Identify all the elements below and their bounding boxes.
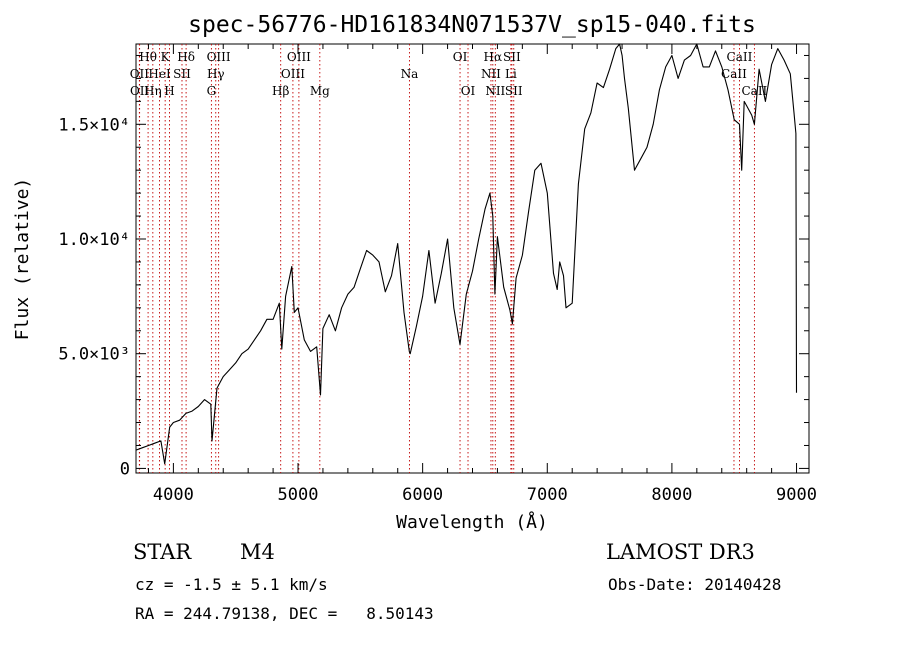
spectral-line-label: Hη <box>144 84 162 98</box>
redshift-info: cz = -1.5 ± 5.1 km/s <box>135 575 328 594</box>
spectral-line-label: SII <box>173 67 191 81</box>
y-tick-label: 1.0×10⁴ <box>58 230 130 250</box>
spectral-line-label: NII <box>485 84 505 98</box>
obs-date: Obs-Date: 20140428 <box>608 575 782 594</box>
chart-title: spec-56776-HD161834N071537V_sp15-040.fit… <box>188 12 756 38</box>
spectral-line-label: Hα <box>484 50 503 64</box>
spectral-line-label: OI <box>453 50 468 64</box>
y-axis-ticks: 0 5.0×10³ 1.0×10⁴ 1.5×10⁴ <box>58 54 809 479</box>
y-tick-label: 0 <box>120 459 130 479</box>
spectral-line-label: Hγ <box>207 67 225 81</box>
y-tick-label: 1.5×10⁴ <box>58 115 130 135</box>
y-tick-label: 5.0×10³ <box>58 345 130 365</box>
spectral-line-label: Hθ <box>139 50 157 64</box>
plot-frame <box>135 43 810 474</box>
spectral-line-label: Mg <box>310 84 330 98</box>
x-tick-label: 6000 <box>402 485 443 505</box>
spectral-line-label: CaII <box>721 67 747 81</box>
spectral-line-label: NII <box>481 67 501 81</box>
x-axis-ticks: 4000 5000 6000 7000 8000 9000 <box>147 44 817 505</box>
x-tick-label: 9000 <box>776 485 817 505</box>
x-tick-label: 5000 <box>278 485 319 505</box>
spectral-line-label: K <box>161 50 171 64</box>
spectral-line-label: OII <box>130 84 150 98</box>
spectral-line-label: Hδ <box>177 50 195 64</box>
spectral-line-label: CaII <box>727 50 753 64</box>
spectral-line-markers <box>138 44 755 473</box>
x-tick-label: 7000 <box>527 485 568 505</box>
spectral-line-label: Na <box>401 67 419 81</box>
coordinates: RA = 244.79138, DEC = 8.50143 <box>135 604 434 623</box>
spectral-line-label: OIII <box>287 50 311 64</box>
spectral-line-label: OIII <box>281 67 305 81</box>
x-tick-label: 4000 <box>153 485 194 505</box>
object-class: STAR <box>133 540 192 564</box>
x-tick-label: 8000 <box>651 485 692 505</box>
object-subclass: M4 <box>240 540 275 564</box>
spectral-line-label: Li <box>505 67 517 81</box>
spectral-line-label: G <box>207 84 217 98</box>
spectral-line-label: SII <box>503 50 521 64</box>
spectral-line-label: SII <box>505 84 523 98</box>
spectral-line-label: OII <box>130 67 150 81</box>
survey-name: LAMOST DR3 <box>606 540 755 564</box>
spectral-line-label: H <box>164 84 174 98</box>
spectral-line-label: OIII <box>207 50 231 64</box>
spectral-line-label: OI <box>461 84 476 98</box>
spectral-line-label: CaII <box>741 84 767 98</box>
flux-series-line <box>135 43 798 465</box>
spectral-line-label: HeI <box>148 67 171 81</box>
x-axis-label: Wavelength (Å) <box>396 511 548 533</box>
y-axis-label: Flux (relative) <box>12 178 33 341</box>
spectral-line-label: Hβ <box>272 84 289 98</box>
